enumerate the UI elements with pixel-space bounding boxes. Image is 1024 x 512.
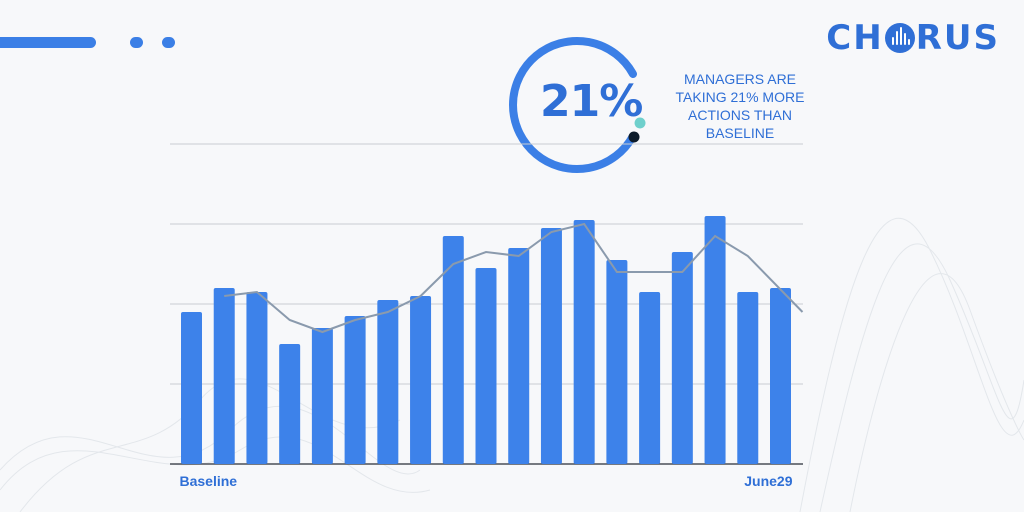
- progress-ring: [509, 37, 646, 173]
- bar: [410, 296, 432, 464]
- sound-wave-icon: [884, 23, 915, 53]
- bar: [442, 236, 464, 464]
- headline-percentage: 21%: [540, 76, 643, 127]
- bar: [540, 228, 562, 464]
- bar: [671, 252, 693, 464]
- bar: [246, 292, 268, 464]
- bar: [377, 300, 399, 464]
- bar: [279, 344, 301, 464]
- bar: [573, 220, 595, 464]
- chorus-logo: CH RUS: [826, 18, 1000, 58]
- bar: [639, 292, 661, 464]
- bar: [508, 248, 530, 464]
- bar: [737, 292, 759, 464]
- accent-dot: [162, 37, 175, 48]
- bar: [344, 316, 366, 464]
- top-accent-bar: [0, 37, 96, 48]
- bar: [311, 328, 333, 464]
- bar: [704, 216, 726, 464]
- trend-line: [224, 222, 804, 334]
- logo-text-right: RUS: [915, 18, 1000, 58]
- logo-text-left: CH: [826, 18, 884, 58]
- accent-dot: [130, 37, 143, 48]
- ring-dot-dark: [628, 131, 640, 143]
- bar: [475, 268, 497, 464]
- bar: [213, 288, 235, 464]
- x-tick-label: June29: [744, 473, 792, 489]
- x-tick-label: Baseline: [180, 473, 238, 489]
- bar: [770, 288, 791, 464]
- bar: [181, 312, 202, 464]
- headline-note: MANAGERS ARE TAKING 21% MORE ACTIONS THA…: [675, 71, 805, 141]
- bar: [606, 260, 628, 464]
- ring-dot-teal: [634, 117, 646, 129]
